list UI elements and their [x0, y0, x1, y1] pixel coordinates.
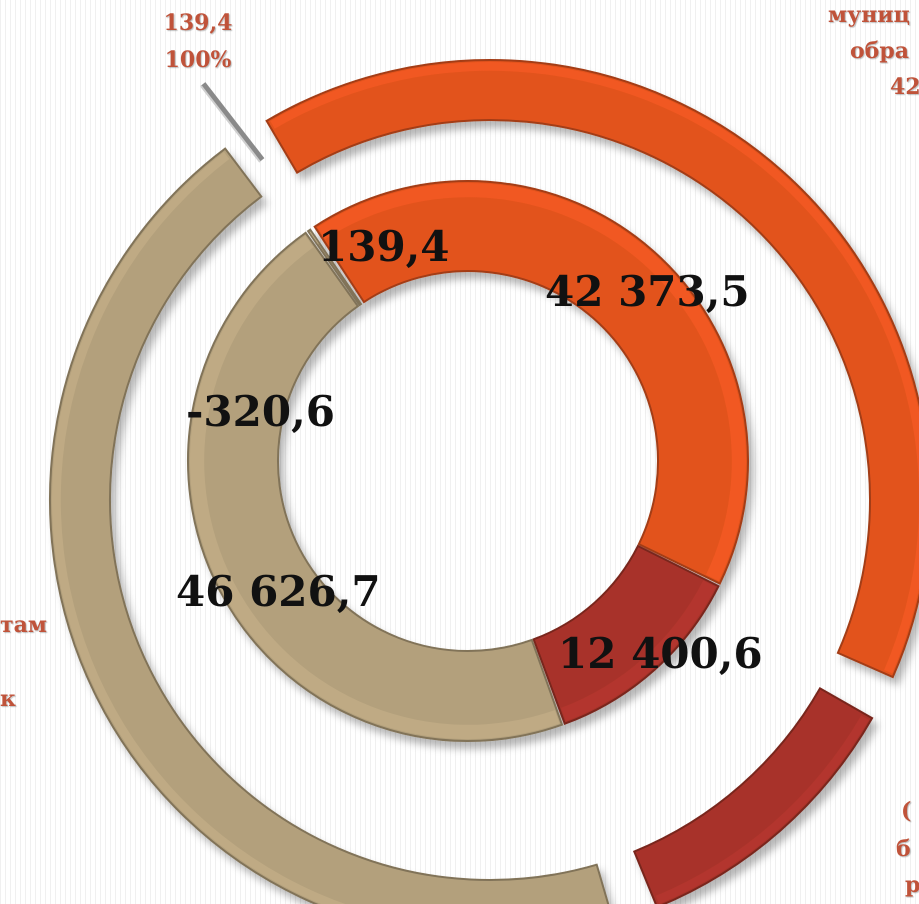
label-darkred-value: 12 400,6	[558, 629, 763, 678]
outer-label-gray-value: 139,4	[164, 10, 233, 36]
inner-segment-3	[187, 231, 564, 742]
inner-segment-2	[532, 544, 720, 726]
inner-segment-4	[306, 228, 363, 307]
inner-segment-highlight-4	[309, 231, 319, 245]
outer-label-tan-fragment-2: к	[0, 686, 16, 712]
leader-line-highlight	[200, 85, 261, 163]
inner-ring	[187, 180, 749, 742]
leader-lines	[200, 82, 265, 163]
outer-label-orange-line1: муниц	[828, 2, 910, 28]
outer-label-gray-percent: 100%	[165, 47, 232, 73]
outer-ring	[49, 59, 919, 904]
outer-label-darkred-line2: б	[896, 836, 911, 862]
outer-segment-1	[265, 59, 919, 679]
outer-segment-3	[49, 147, 610, 904]
outer-label-orange-line2: обра	[850, 38, 909, 64]
label-orange-value: 42 373,5	[545, 267, 750, 316]
outer-label-tan-fragment: там	[0, 612, 47, 638]
outer-label-darkred-line3: р	[905, 872, 919, 898]
inner-segment-1	[313, 180, 749, 585]
outer-segment-2	[632, 687, 874, 904]
label-negative-value: -320,6	[186, 387, 335, 436]
leader-line	[200, 82, 265, 162]
outer-label-orange-line3: 42	[890, 74, 919, 100]
label-tan-value: 46 626,7	[176, 567, 381, 616]
label-gray-value: 139,4	[318, 222, 450, 271]
outer-label-darkred-line1: (	[901, 798, 911, 824]
inner-segment-highlight-2	[560, 580, 716, 722]
